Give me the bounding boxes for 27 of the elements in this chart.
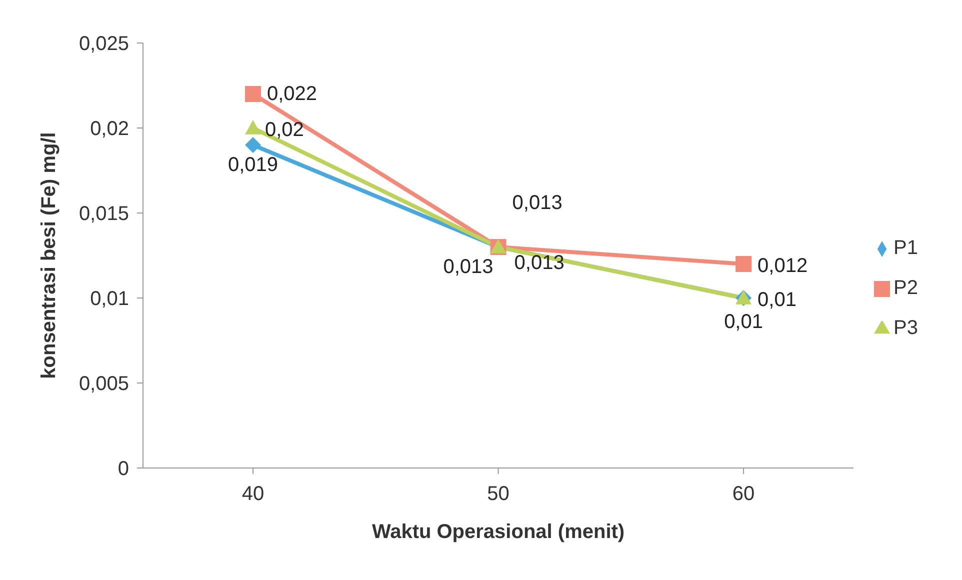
data-label: 0,013 bbox=[514, 252, 564, 274]
x-axis-title: Waktu Operasional (menit) bbox=[372, 521, 625, 543]
point bbox=[245, 120, 261, 134]
data-label: 0,012 bbox=[758, 255, 808, 277]
point bbox=[245, 86, 261, 102]
point bbox=[245, 137, 261, 153]
data-label: 0,01 bbox=[724, 311, 763, 333]
data-label: 0,01 bbox=[758, 289, 796, 311]
data-label: 0,019 bbox=[228, 154, 278, 176]
legend-label: P1 bbox=[894, 237, 918, 259]
data-label: 0,013 bbox=[443, 256, 494, 278]
y-tick-label: 0 bbox=[118, 458, 129, 480]
y-tick-label: 0,005 bbox=[78, 373, 129, 396]
y-tick-label: 0,01 bbox=[90, 288, 129, 310]
data-label: 0,022 bbox=[267, 83, 318, 105]
y-tick-label: 0,015 bbox=[78, 203, 129, 226]
legend-label: P2 bbox=[894, 277, 918, 299]
x-tick-label: 40 bbox=[242, 483, 264, 506]
data-label: 0,013 bbox=[512, 192, 562, 214]
x-tick-label: 50 bbox=[487, 483, 510, 506]
y-axis-title: konsentrasi besi (Fe) mg/l bbox=[38, 132, 60, 379]
data-label: 0,02 bbox=[265, 119, 304, 141]
y-tick-label: 0,025 bbox=[78, 33, 129, 56]
x-tick-label: 60 bbox=[732, 483, 755, 506]
y-tick-label: 0,02 bbox=[90, 118, 129, 140]
legend-label: P3 bbox=[894, 317, 918, 339]
point bbox=[736, 256, 752, 272]
